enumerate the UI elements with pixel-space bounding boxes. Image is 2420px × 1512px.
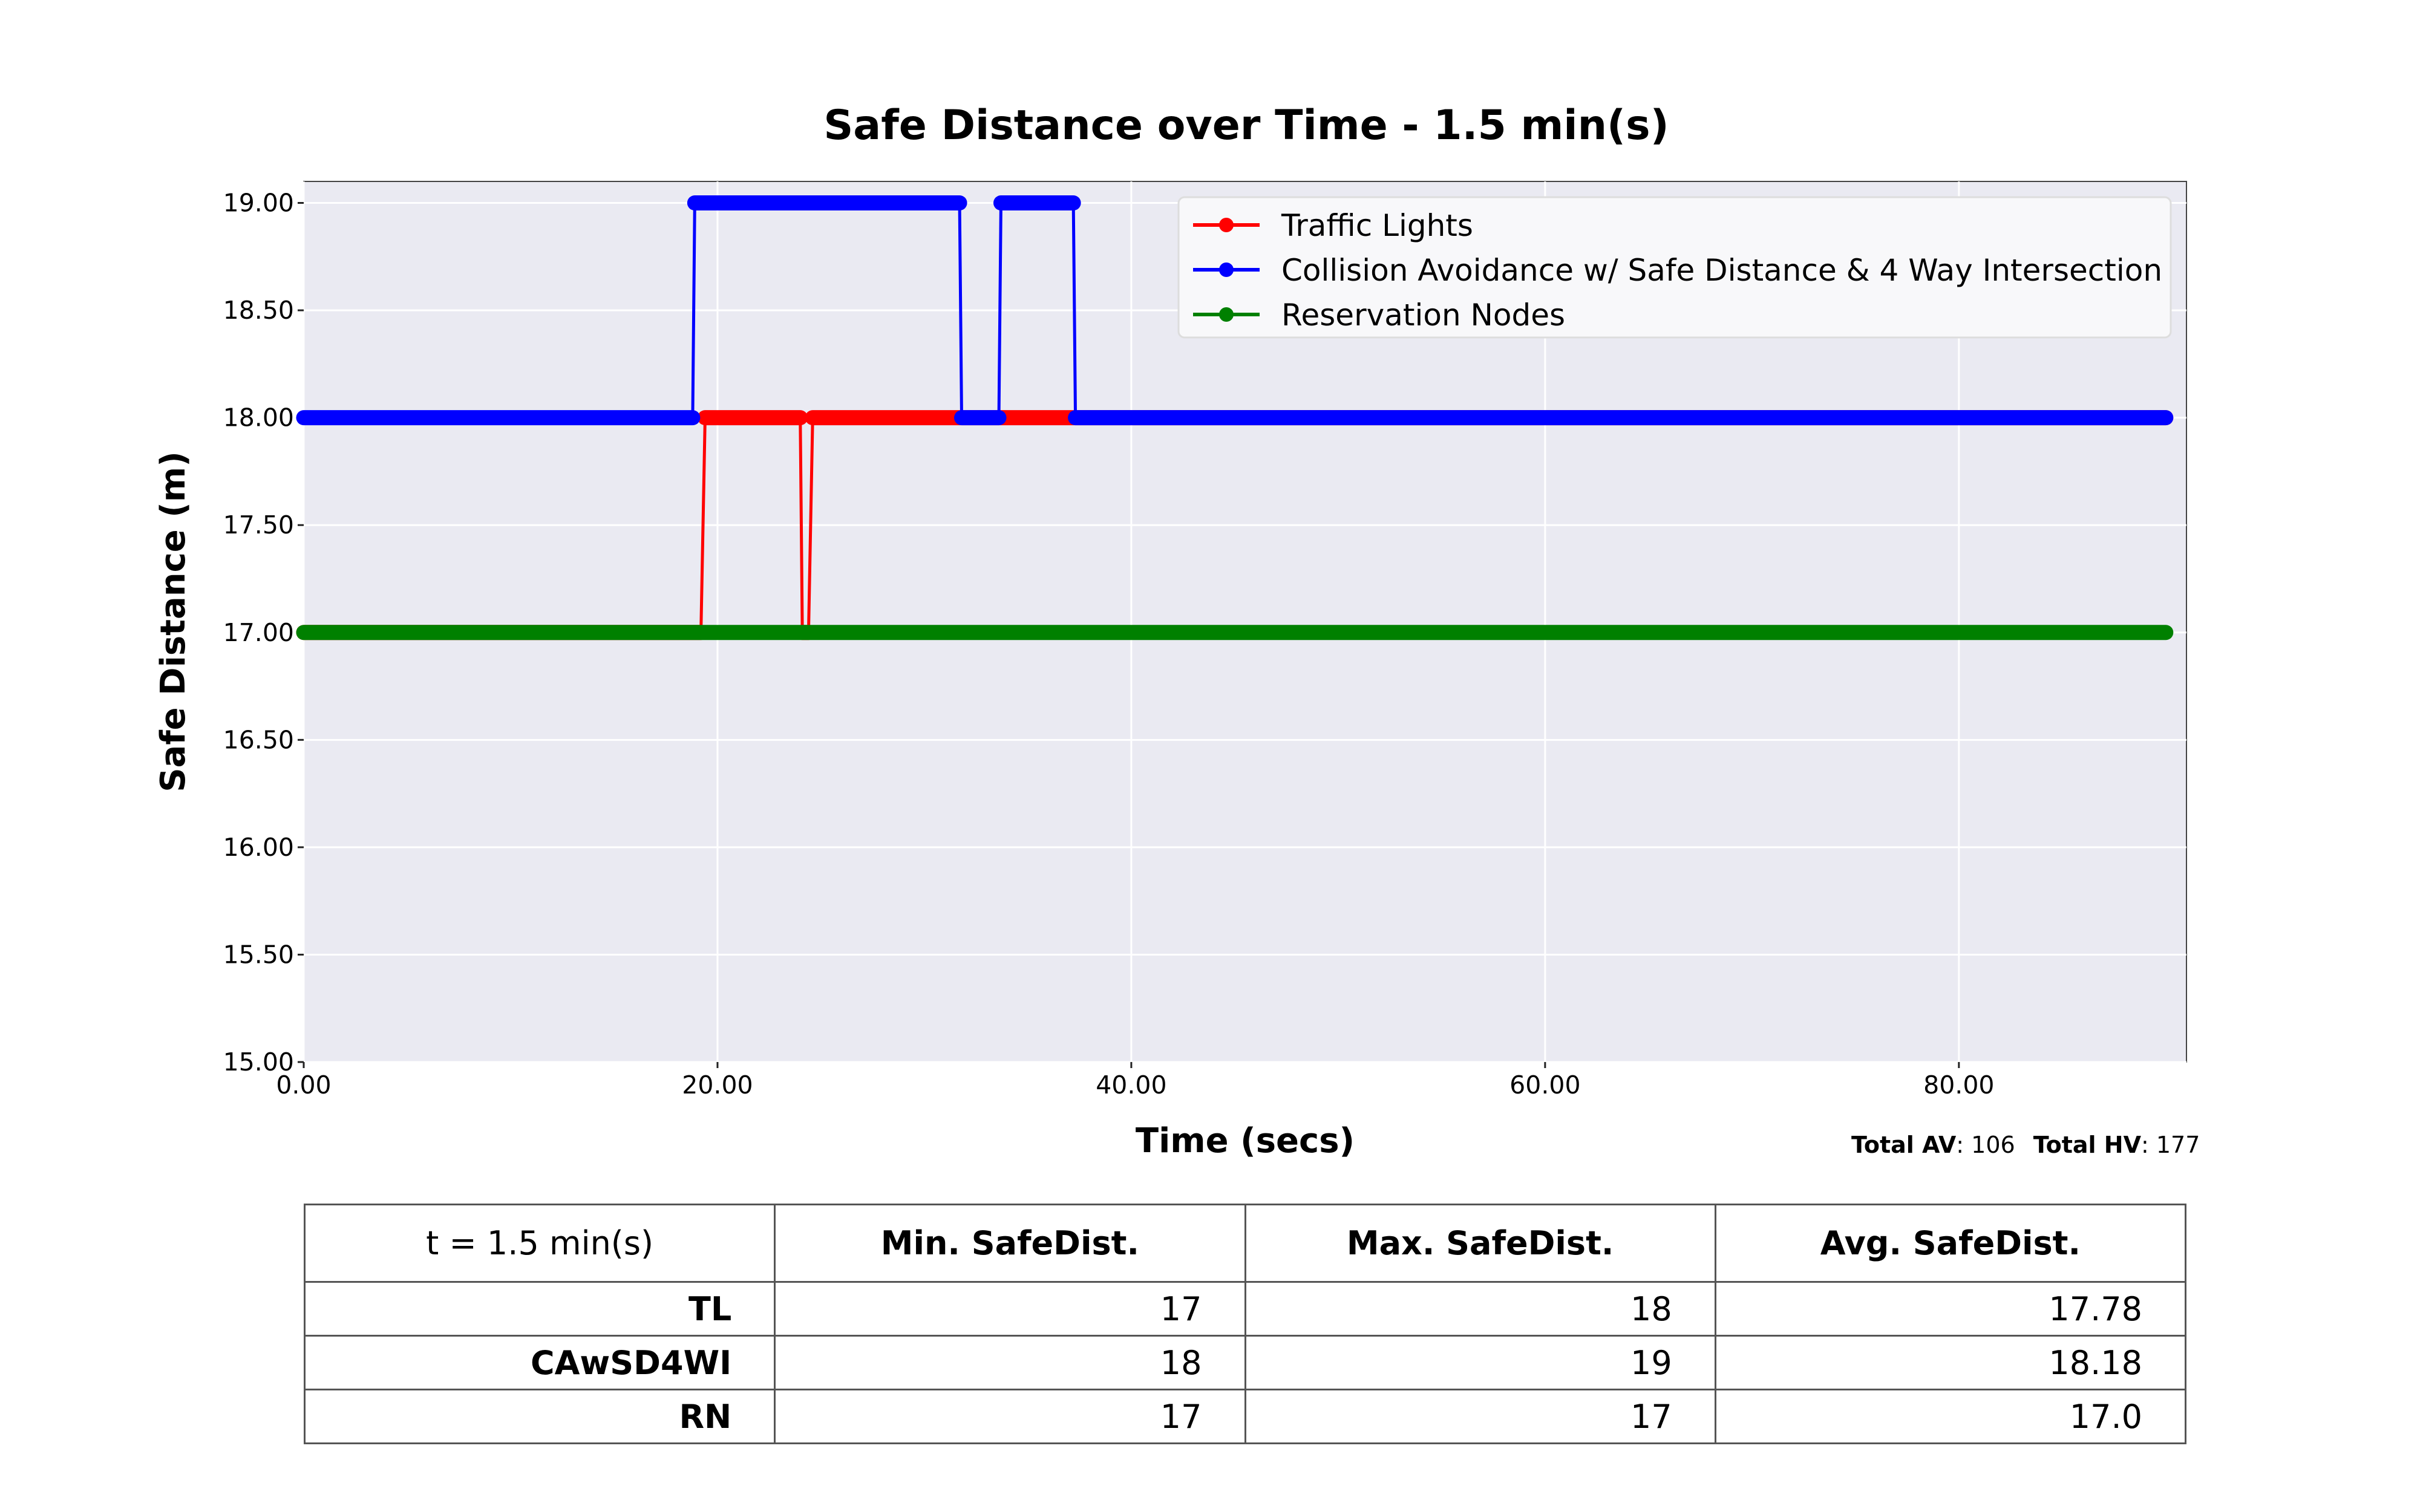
- y-axis-label: Safe Distance (m): [154, 451, 193, 792]
- table-row: RN 17 17 17.0: [303, 1389, 2187, 1444]
- x-tick-label: 80.00: [1923, 1070, 1994, 1100]
- legend-marker-swatch: [1219, 218, 1234, 232]
- table-header-avg: Avg. SafeDist.: [1714, 1204, 2187, 1283]
- y-tick-label: 17.50: [223, 510, 294, 539]
- cell-avg: 18.18: [1714, 1335, 2187, 1390]
- legend-label: Traffic Lights: [1281, 208, 1473, 243]
- row-label: CAwSD4WI: [303, 1335, 776, 1390]
- total-av-label: Total AV: [1851, 1132, 1957, 1158]
- y-tick-label: 15.50: [223, 940, 294, 969]
- legend-box: [1177, 196, 2172, 339]
- total-av-value: : 106: [1956, 1132, 2015, 1158]
- y-tick-label: 18.00: [223, 403, 294, 432]
- cell-max: 19: [1244, 1335, 1716, 1390]
- legend-marker-swatch: [1219, 307, 1234, 322]
- table-corner-cell: t = 1.5 min(s): [303, 1204, 776, 1283]
- cell-avg: 17.0: [1714, 1389, 2187, 1444]
- totals-readout: Total AV: 106 Total HV: 177: [1851, 1132, 2200, 1158]
- cell-max: 18: [1244, 1281, 1716, 1337]
- series-line: [304, 416, 2166, 634]
- y-tick-label: 16.50: [223, 725, 294, 754]
- y-tick-label: 17.00: [223, 618, 294, 647]
- table-row: TL 17 18 17.78: [303, 1281, 2187, 1337]
- legend-label: Collision Avoidance w/ Safe Distance & 4…: [1281, 253, 2162, 288]
- x-tick-label: 40.00: [1096, 1070, 1166, 1100]
- series-lines: [296, 195, 2174, 640]
- y-tick-label: 16.00: [223, 833, 294, 862]
- cell-min: 18: [774, 1335, 1246, 1390]
- stats-table: t = 1.5 min(s) Min. SafeDist. Max. SafeD…: [303, 1204, 2187, 1444]
- legend: Traffic Lights Collision Avoidance w/ Saf…: [1177, 196, 2172, 339]
- legend-label: Reservation Nodes: [1281, 298, 1565, 333]
- legend-marker-swatch: [1219, 262, 1234, 277]
- y-tick-label: 18.50: [223, 296, 294, 325]
- total-hv-label: Total HV: [2033, 1132, 2142, 1158]
- table-row: CAwSD4WI 18 19 18.18: [303, 1335, 2187, 1390]
- chart-title: Safe Distance over Time - 1.5 min(s): [823, 102, 1669, 149]
- table-header-max: Max. SafeDist.: [1244, 1204, 1716, 1283]
- cell-min: 17: [774, 1281, 1246, 1337]
- axis-ticks: 15.00 15.50 16.00 16.50 17.00 17.50 18.00 18.50…: [223, 189, 1995, 1100]
- cell-max: 17: [1244, 1389, 1716, 1444]
- x-tick-label: 60.00: [1509, 1070, 1580, 1100]
- series-1: [296, 195, 2174, 426]
- y-tick-label: 19.00: [223, 189, 294, 218]
- table-header-min: Min. SafeDist.: [774, 1204, 1246, 1283]
- x-tick-label: 20.00: [682, 1070, 753, 1100]
- row-label: RN: [303, 1389, 776, 1444]
- total-hv-value: : 177: [2141, 1132, 2200, 1158]
- cell-avg: 17.78: [1714, 1281, 2187, 1337]
- row-label: TL: [303, 1281, 776, 1337]
- x-axis-label: Time (secs): [1136, 1121, 1355, 1161]
- cell-min: 17: [774, 1389, 1246, 1444]
- x-tick-label: 0.00: [276, 1070, 331, 1100]
- y-tick-label: 15.00: [223, 1048, 294, 1077]
- table-header-row: t = 1.5 min(s) Min. SafeDist. Max. SafeD…: [303, 1204, 2187, 1283]
